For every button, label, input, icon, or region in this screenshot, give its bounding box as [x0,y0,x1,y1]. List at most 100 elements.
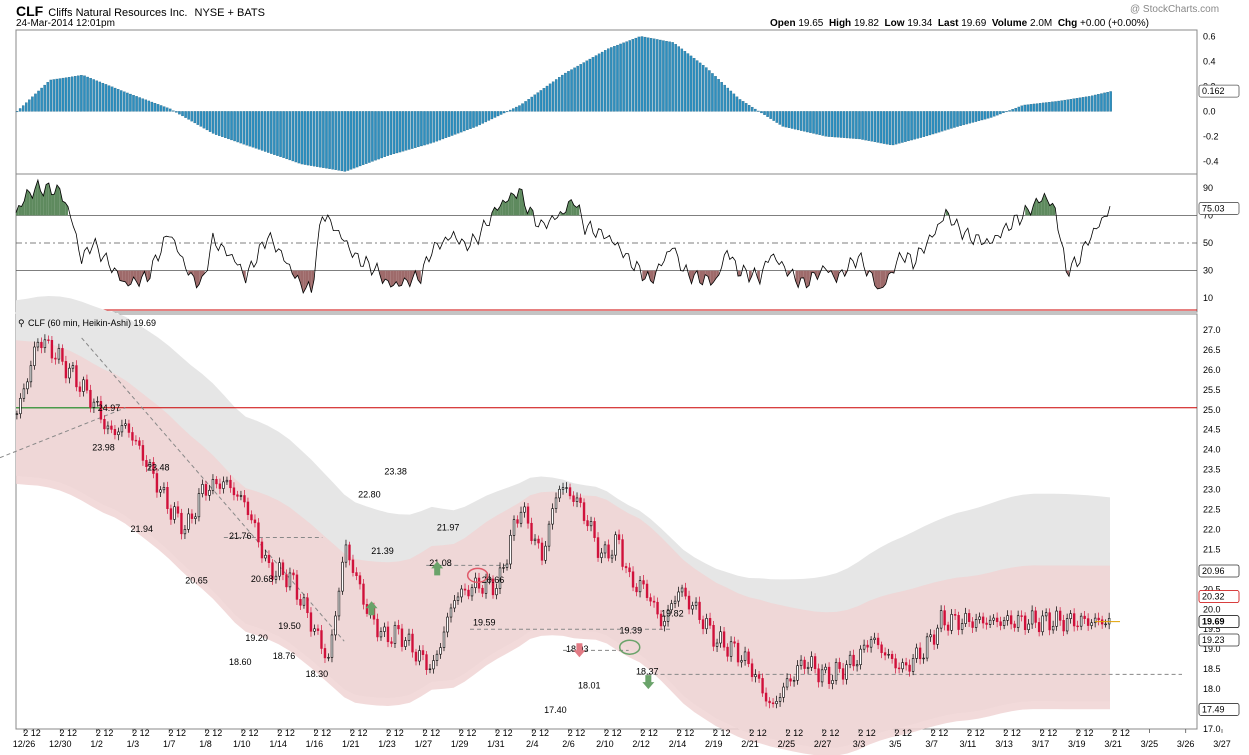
histogram-bar [61,77,65,112]
histogram-bar [683,51,687,112]
histogram-bar [717,79,720,112]
price-annotation: 17.40 [544,705,567,715]
histogram-bar [407,111,411,150]
histogram-bar [107,85,111,112]
x-tick-label: 12/26 [13,739,36,749]
rsi-oversold-fill [125,270,129,287]
histogram-bar [695,60,699,112]
price-candle [775,701,778,705]
histogram-bar [368,111,371,163]
rsi-oversold-fill [650,270,654,284]
histogram-bar [698,62,702,112]
price-candle [187,513,190,530]
price-candle [110,425,113,430]
price-candle [292,572,295,576]
price-candle [183,529,187,535]
price-candle [890,654,894,660]
rsi-overbought-fill [62,201,66,216]
price-candle [274,575,278,580]
histogram-y-tick: 0.6 [1203,31,1216,41]
price-candle [232,487,236,496]
histogram-bar [649,38,653,112]
watermark: @ StockCharts.com [1130,4,1220,15]
price-candle [918,647,922,660]
histogram-bar [827,111,831,137]
histogram-bar [751,106,754,112]
price-candle [624,566,628,569]
histogram-bar [18,108,22,112]
price-candle [582,502,586,521]
histogram-bar [855,111,858,139]
highlight-circle-icon [618,639,641,655]
price-candle [526,506,530,524]
histogram-bar [340,111,344,172]
rsi-overbought-fill [513,194,517,216]
price-label-box [1198,615,1240,629]
price-candle [519,511,523,524]
price-annotation: 20.65 [185,575,208,585]
price-candle [925,636,929,659]
histogram-bar [267,111,270,153]
rsi-overbought-fill [521,189,525,216]
price-candle [631,571,635,588]
price-candle [642,580,645,585]
histogram-bar [270,111,273,154]
price-candle [533,538,537,541]
rsi-overbought-fill [43,184,47,216]
histogram-bar [230,111,233,141]
price-candle [264,554,267,559]
price-candle [1086,618,1090,626]
histogram-bar [337,111,340,171]
histogram-bar [989,111,993,118]
rsi-overbought-fill [508,192,512,216]
histogram-bar [37,90,40,112]
rsi-oversold-fill [748,270,752,283]
histogram-bar [273,111,276,155]
price-candle [43,339,47,349]
price-candle [649,597,652,602]
price-candle [600,552,603,558]
price-annotation: 23.48 [147,462,170,472]
price-candle [498,567,502,589]
price-candle [670,603,673,611]
histogram-bar [702,65,705,112]
price-candle [341,561,344,592]
histogram-bar [659,39,662,112]
price-candle [862,644,866,650]
histogram-bar [845,111,849,139]
price-annotation: 21.39 [371,546,394,556]
histogram-last-value: 0.162 [1202,86,1225,96]
x-minor-tick-label: 2 12 [531,728,549,738]
histogram-bar [426,111,429,145]
histogram-bar [493,111,497,118]
histogram-bar [1045,102,1048,112]
rsi-oversold-fill [707,270,711,286]
histogram-bar [1091,95,1094,112]
x-tick-label: 2/4 [526,739,539,749]
histogram-bar [640,36,644,112]
price-candle [1023,615,1027,631]
price-candle [995,617,999,623]
price-candle [190,513,194,519]
rsi-overbought-fill [29,192,33,216]
histogram-bar [1054,101,1057,112]
price-label: 19.23 [1202,635,1225,645]
price-y-tick: 18.0 [1203,684,1221,694]
price-y-tick: 19.5 [1203,624,1221,634]
price-candle [267,554,271,564]
price-candle [939,610,943,629]
chart-datetime: 24-Mar-2014 12:01pm [16,18,115,29]
rsi-panel: 90 70 50 30 10 75.03 [15,173,1240,313]
histogram-bar [322,111,325,168]
histogram-bar [545,85,549,112]
x-tick-label: 2/21 [741,739,759,749]
histogram-bar [625,41,628,112]
histogram-bar [208,111,212,132]
x-tick-label: 3/25 [1141,739,1159,749]
price-candle [194,516,197,519]
price-annotation: 23.38 [384,466,407,476]
price-candle [470,587,474,597]
rsi-oversold-fill [716,270,719,279]
price-candle [733,641,736,644]
rsi-overbought-fill [519,188,522,216]
